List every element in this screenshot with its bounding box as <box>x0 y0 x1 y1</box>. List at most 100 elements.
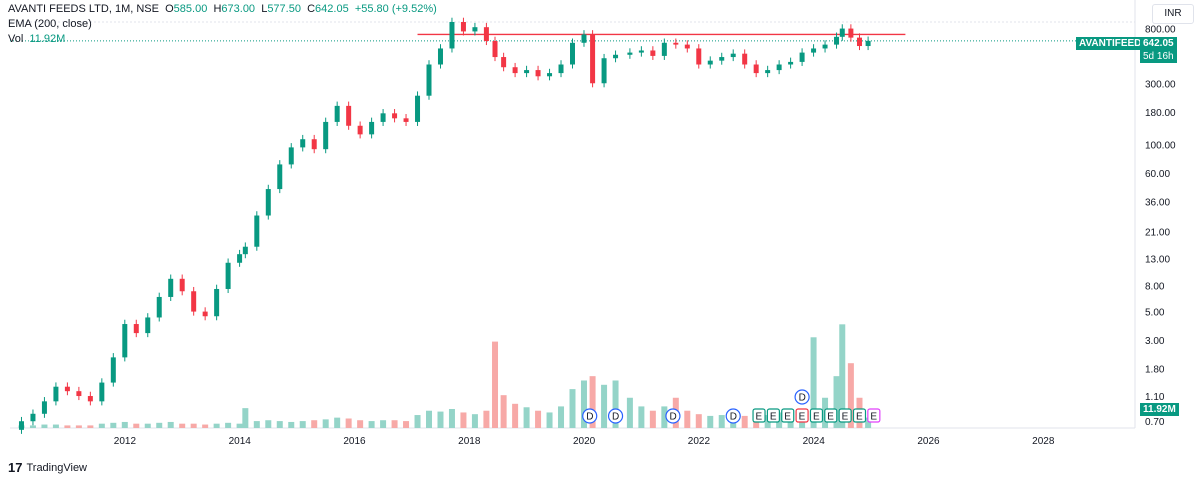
earnings-marker <box>824 408 838 423</box>
symbol-legend: AVANTI FEEDS LTD, 1M, NSE O585.00 H673.0… <box>8 3 437 15</box>
dividend-marker <box>582 408 598 424</box>
candle-body <box>627 52 633 55</box>
volume-bar <box>311 420 318 428</box>
price-badge: 642.05 <box>1140 37 1177 50</box>
volume-bar <box>225 422 232 428</box>
candle-body <box>357 125 363 135</box>
x-tick-label: 2020 <box>573 436 596 447</box>
ema-legend[interactable]: EMA (200, close) <box>8 18 92 30</box>
volume-bar <box>236 423 243 428</box>
candle-body <box>799 52 805 62</box>
earnings-label: E <box>799 412 806 423</box>
dividend-label: D <box>669 412 676 423</box>
candle-body <box>323 121 329 150</box>
volume-legend[interactable]: Vol 11.92M <box>8 33 66 45</box>
candle-body <box>277 164 283 190</box>
candle-body <box>601 58 607 84</box>
candle-body <box>334 105 340 122</box>
candle-body <box>237 254 243 263</box>
dividend-label: D <box>730 412 737 423</box>
x-tick-label: 2016 <box>343 436 366 447</box>
candle-body <box>18 421 24 430</box>
dividend-marker <box>725 408 741 424</box>
candle-body <box>87 396 93 402</box>
candle-body <box>133 324 139 334</box>
candle-body <box>848 28 854 38</box>
candle-body <box>179 278 185 292</box>
volume-bar <box>357 420 364 428</box>
volume-bar <box>492 341 499 428</box>
volume-bar <box>121 421 128 428</box>
earnings-marker <box>852 408 867 423</box>
tradingview-logo[interactable]: 17 TradingView <box>8 460 88 475</box>
y-tick-label: 180.00 <box>1145 108 1176 119</box>
x-tick-label: 2028 <box>1032 436 1055 447</box>
candle-body <box>638 50 644 53</box>
high-value: 673.00 <box>221 3 256 15</box>
volume-value: 11.92M <box>29 33 66 45</box>
candle-body <box>483 27 489 42</box>
candle-body <box>214 288 220 317</box>
y-tick-label: 5.00 <box>1145 308 1165 319</box>
earnings-label: E <box>784 412 791 423</box>
candle-body <box>225 262 231 289</box>
candle-body <box>535 70 541 77</box>
volume-bar <box>460 412 467 428</box>
candle-body <box>311 139 317 150</box>
candle-body <box>811 48 817 53</box>
candle-body <box>449 22 455 49</box>
volume-bar <box>334 417 341 428</box>
candle-body <box>460 22 466 32</box>
y-tick-label: 36.00 <box>1145 198 1170 209</box>
volume-bar <box>41 424 48 428</box>
x-tick-label: 2022 <box>688 436 711 447</box>
candle-body <box>41 401 47 414</box>
low-value: 577.50 <box>267 3 301 15</box>
candle-body <box>426 64 432 96</box>
candle-body <box>122 324 128 358</box>
volume-bar <box>558 406 565 428</box>
volume-bar <box>707 415 714 428</box>
volume-bar <box>865 417 872 428</box>
y-tick-label: 8.00 <box>1145 281 1165 292</box>
volume-bar <box>75 425 82 428</box>
ticker-badge: AVANTIFEED <box>1076 37 1145 50</box>
volume-bar <box>403 421 410 428</box>
candle-body <box>776 64 782 71</box>
volume-bar <box>589 376 596 428</box>
candle-body <box>53 386 59 402</box>
dividend-marker <box>794 389 810 405</box>
candle-body <box>512 67 518 74</box>
x-tick-label: 2012 <box>114 436 137 447</box>
y-tick-label: 100.00 <box>1145 141 1176 152</box>
candle-body <box>300 139 306 148</box>
volume-bar <box>179 423 186 428</box>
volume-bar <box>242 408 249 428</box>
volume-bar <box>535 410 542 428</box>
volume-bar <box>601 384 608 428</box>
volume-bar <box>626 397 633 428</box>
candle-body <box>288 147 294 165</box>
earnings-label: E <box>813 412 820 423</box>
volume-bar <box>98 423 105 428</box>
volume-bar <box>741 415 748 428</box>
volume-bar <box>202 424 209 428</box>
candle-body <box>661 42 667 56</box>
candle-body <box>392 113 398 119</box>
candle-body <box>76 391 82 397</box>
y-tick-label: 3.00 <box>1145 336 1165 347</box>
candle-body <box>369 121 375 135</box>
currency-button[interactable]: INR <box>1152 4 1194 24</box>
volume-bar <box>684 410 691 428</box>
candle-body <box>242 246 248 255</box>
earnings-marker <box>752 408 766 423</box>
volume-bar <box>276 421 283 428</box>
candle-body <box>788 61 794 65</box>
volume-bar <box>546 412 553 428</box>
volume-bar <box>512 403 519 428</box>
earnings-label: E <box>856 412 863 423</box>
volume-bar <box>580 380 587 428</box>
volume-bar <box>299 421 306 428</box>
candle-body <box>834 36 840 45</box>
